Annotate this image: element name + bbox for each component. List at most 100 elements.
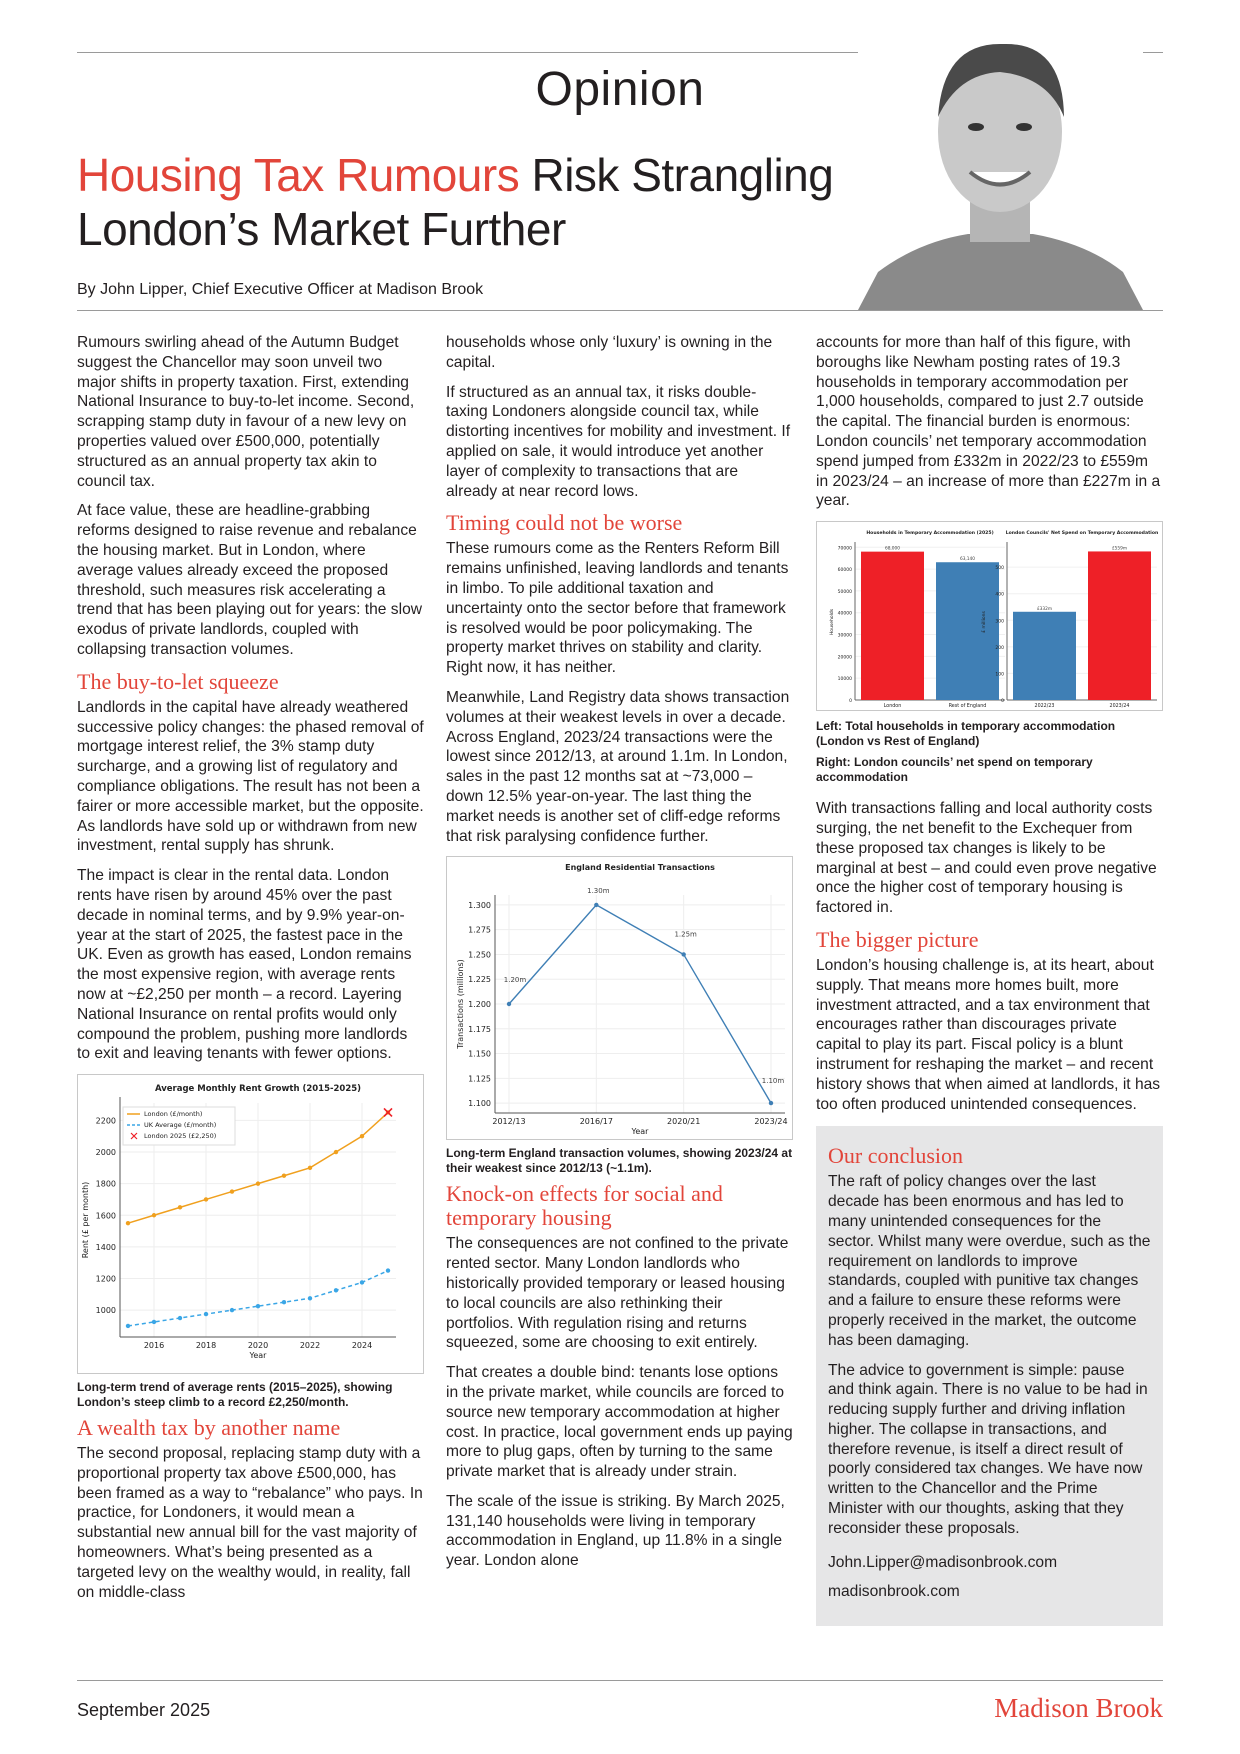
data-point [281,1300,287,1305]
transactions-chart-caption: Long-term England transaction volumes, s… [446,1146,793,1176]
rent-chart-caption: Long-term trend of average rents (2015–2… [77,1380,393,1410]
bar-chart-caption-right: Right: London councils’ net spend on tem… [816,755,1093,785]
data-point [177,1205,183,1210]
transactions-chart: 1.100 1.125 1.150 1.175 1.200 1.225 1.250 1.275… [446,856,793,1141]
paragraph: These rumours come as the Renters Reform… [446,540,789,677]
x-tick-label: 2020 [248,1341,268,1350]
paragraph: The advice to government is simple: paus… [828,1361,1148,1537]
chart-title: Average Monthly Rent Growth (2015-2025) [155,1084,361,1094]
header-rule [77,310,1163,311]
data-point [255,1181,261,1186]
y-tick-label: 1.200 [468,1000,491,1009]
footer-rule [77,1680,1163,1681]
author-photo [858,22,1143,310]
x-tick-label: 2016/17 [580,1117,613,1126]
data-point [333,1288,339,1293]
paragraph: If structured as an annual tax, it risks… [446,383,791,500]
column-1: Rumours swirling ahead of the Autumn Bud… [77,333,424,1612]
column-2: households whose only ‘luxury’ is owning… [446,333,793,1581]
legend-label: London 2025 (£2,250) [144,1132,216,1140]
paragraph: London’s housing challenge is, at its he… [816,956,1161,1113]
brand-logo: Madison Brook [994,1693,1163,1723]
bar [936,562,999,701]
paragraph: households whose only ‘luxury’ is owning… [446,334,773,371]
y-tick-label: 1.175 [468,1025,491,1034]
y-tick-label: 1000 [96,1306,116,1315]
legend-label: UK Average (£/month) [144,1121,216,1129]
y-tick-label: 1.100 [468,1099,491,1108]
paragraph: accounts for more than half of this figu… [816,334,1161,510]
top-rule [77,52,1163,53]
x-tick-label: 2022/23 [1035,703,1055,709]
series-line [508,904,772,1104]
bar [1088,551,1151,701]
conclusion-box: Our conclusion The raft of policy change… [816,1126,1163,1627]
data-point [307,1296,313,1301]
paragraph: The raft of policy changes over the last… [828,1173,1151,1349]
legend-box [122,1106,236,1146]
chart-title: Households in Temporary Accommodation (2… [866,530,993,536]
paragraph: Rumours swirling ahead of the Autumn Bud… [77,334,415,490]
y-tick-label: 1200 [96,1275,116,1284]
legend-swatch [130,1132,138,1140]
y-axis-label: Rent (£ per month) [81,1182,90,1259]
paragraph: The impact is clear in the rental data. … [77,867,412,1063]
contact-email[interactable]: John.Lipper@madisonbrook.com [828,1553,1058,1571]
data-point [307,1165,313,1171]
y-tick-label: 1.275 [468,926,491,935]
data-point [359,1134,365,1139]
headline: Housing Tax Rumours Risk Strangling Lond… [77,148,837,256]
x-tick-label: 2018 [196,1341,216,1350]
y-tick-label: 1.125 [468,1075,491,1084]
data-point [125,1221,131,1226]
x-tick-label: 2012/13 [492,1117,525,1126]
y-tick-label: 20000 [838,655,852,661]
legend-label: London (£/month) [144,1110,202,1118]
subheading-buy-to-let: The buy-to-let squeeze [77,668,279,694]
y-tick-label: 1.300 [468,901,491,910]
paragraph: Meanwhile, Land Registry data shows tran… [446,688,790,845]
paragraph: Landlords in the capital have already we… [77,698,424,855]
data-point [594,903,599,908]
data-point [125,1323,131,1329]
y-tick-label: 100 [995,672,1004,678]
x-tick-label: London [884,703,902,709]
data-point [229,1189,235,1194]
paragraph: At face value, these are headline-grabbi… [77,502,423,658]
data-point [255,1304,261,1309]
x-axis-label: Year [249,1351,268,1360]
y-tick-label: 30000 [838,633,852,639]
x-tick-label: 2016 [144,1341,164,1350]
y-tick-label: 1.150 [468,1050,491,1059]
y-tick-label: 70000 [838,545,852,551]
y-tick-label: 2200 [96,1116,116,1125]
data-point [506,1002,512,1007]
data-point [229,1308,235,1313]
paragraph: The consequences are not confined to the… [446,1235,789,1352]
data-point [768,1101,774,1106]
data-label: £559m [1112,546,1127,552]
y-tick-label: 0 [1001,698,1004,704]
highlight-marker [383,1108,393,1118]
paragraph: That creates a double bind: tenants lose… [446,1364,793,1481]
y-tick-label: 10000 [838,676,852,682]
chart-title: London Councils' Net Spend on Temporary … [1006,530,1159,536]
footer-date: September 2025 [77,1700,211,1720]
y-tick-label: 60000 [838,567,852,573]
bar [1013,611,1076,701]
data-label: 1.25m [674,931,697,939]
paragraph: The scale of the issue is striking. By M… [446,1492,785,1570]
contact-website[interactable]: madisonbrook.com [828,1583,960,1601]
data-point [177,1315,183,1321]
data-point [281,1173,287,1179]
y-tick-label: 300 [995,618,1004,624]
byline: By John Lipper, Chief Executive Officer … [77,281,484,298]
y-tick-label: 400 [995,592,1004,598]
data-point [151,1213,157,1218]
section-title: Opinion [535,63,705,116]
y-tick-label: 50000 [838,589,852,595]
x-tick-label: Rest of England [949,703,987,709]
y-tick-label: 1800 [96,1180,116,1189]
subheading-knock-on: Knock-on effects for social and temporar… [446,1181,723,1231]
subheading-timing: Timing could not be worse [446,510,683,536]
